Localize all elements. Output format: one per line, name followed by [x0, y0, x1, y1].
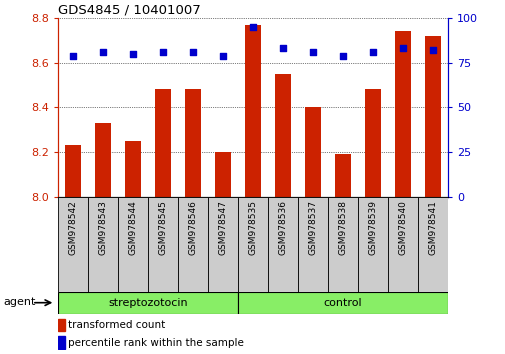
Text: GSM978544: GSM978544 [128, 200, 137, 255]
Point [338, 53, 346, 58]
Bar [58, 319, 65, 331]
Point [99, 49, 107, 55]
Text: GSM978543: GSM978543 [98, 200, 108, 255]
Text: transformed count: transformed count [68, 320, 165, 330]
Point [368, 49, 376, 55]
Bar [268, 197, 297, 292]
Bar [357, 197, 387, 292]
Bar [387, 197, 417, 292]
Point [278, 46, 286, 51]
Bar [417, 197, 447, 292]
Point [398, 46, 406, 51]
Bar [95, 123, 111, 197]
Text: GSM978535: GSM978535 [248, 200, 257, 256]
Text: GSM978536: GSM978536 [278, 200, 287, 256]
Bar [88, 197, 118, 292]
Bar [424, 36, 440, 197]
Bar [178, 197, 208, 292]
Bar [237, 292, 447, 314]
Text: GSM978541: GSM978541 [427, 200, 436, 255]
Bar [334, 154, 350, 197]
Point [189, 49, 197, 55]
Bar [214, 152, 231, 197]
Bar [274, 74, 291, 197]
Text: control: control [323, 298, 362, 308]
Bar [155, 90, 171, 197]
Bar [394, 32, 410, 197]
Bar [237, 197, 268, 292]
Text: GSM978539: GSM978539 [368, 200, 377, 256]
Bar [304, 107, 321, 197]
Text: GSM978545: GSM978545 [158, 200, 167, 255]
Point [308, 49, 316, 55]
Point [159, 49, 167, 55]
Bar [58, 292, 237, 314]
Bar [244, 25, 261, 197]
Bar [184, 90, 201, 197]
Text: GSM978538: GSM978538 [338, 200, 347, 256]
Text: GSM978542: GSM978542 [69, 200, 78, 255]
Bar [297, 197, 327, 292]
Bar [58, 336, 65, 349]
Text: GSM978547: GSM978547 [218, 200, 227, 255]
Point [428, 47, 436, 53]
Bar [118, 197, 148, 292]
Point [69, 53, 77, 58]
Text: percentile rank within the sample: percentile rank within the sample [68, 338, 244, 348]
Bar [327, 197, 357, 292]
Bar [208, 197, 237, 292]
Bar [65, 145, 81, 197]
Bar [148, 197, 178, 292]
Bar [364, 90, 380, 197]
Text: streptozotocin: streptozotocin [108, 298, 187, 308]
Point [129, 51, 137, 57]
Text: GSM978540: GSM978540 [397, 200, 407, 255]
Point [248, 24, 257, 30]
Point [219, 53, 227, 58]
Bar [58, 197, 88, 292]
Text: GDS4845 / 10401007: GDS4845 / 10401007 [58, 4, 200, 17]
Bar [125, 141, 141, 197]
Text: agent: agent [3, 297, 35, 307]
Text: GSM978537: GSM978537 [308, 200, 317, 256]
Text: GSM978546: GSM978546 [188, 200, 197, 255]
